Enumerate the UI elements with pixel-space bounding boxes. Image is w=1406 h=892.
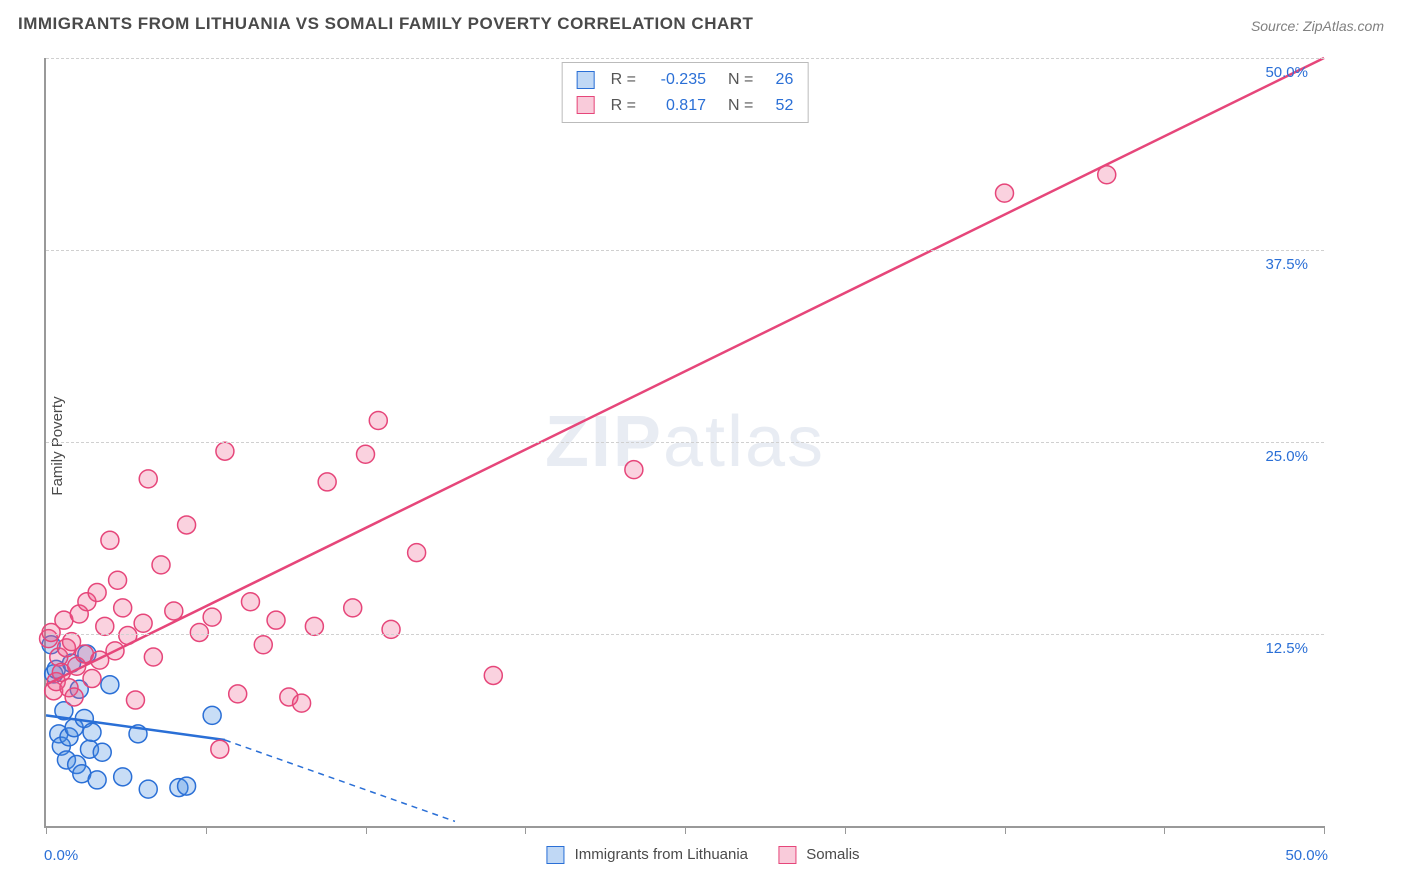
scatter-point [88,771,106,789]
scatter-point [216,442,234,460]
y-tick-label: 37.5% [1265,256,1308,273]
swatch-lithuania [577,71,595,89]
series-legend: Immigrants from Lithuania Somalis [546,846,859,864]
scatter-point [305,617,323,635]
legend-label-lithuania: Immigrants from Lithuania [575,846,748,863]
scatter-point [241,593,259,611]
scatter-point [126,691,144,709]
scatter-point [625,461,643,479]
r-label: R = [611,93,636,119]
scatter-point [83,723,101,741]
legend-row-lithuania: R = -0.235 N = 26 [577,67,794,93]
scatter-point [144,648,162,666]
legend-item-somalis: Somalis [778,846,860,864]
scatter-point [369,411,387,429]
chart-container: IMMIGRANTS FROM LITHUANIA VS SOMALI FAMI… [0,0,1406,892]
scatter-point [178,777,196,795]
scatter-point [203,608,221,626]
scatter-point [344,599,362,617]
scatter-point [190,623,208,641]
r-label: R = [611,67,636,93]
scatter-point [114,768,132,786]
legend-item-lithuania: Immigrants from Lithuania [546,846,748,864]
legend-row-somalis: R = 0.817 N = 52 [577,93,794,119]
scatter-point [484,666,502,684]
scatter-point [357,445,375,463]
scatter-point [114,599,132,617]
scatter-point [318,473,336,491]
scatter-point [254,636,272,654]
scatter-point [152,556,170,574]
swatch-somalis-bottom [778,846,796,864]
chart-title: IMMIGRANTS FROM LITHUANIA VS SOMALI FAMI… [18,14,753,34]
scatter-point [134,614,152,632]
plot-area: R = -0.235 N = 26 R = 0.817 N = 52 ZIPat… [44,58,1324,828]
correlation-legend-box: R = -0.235 N = 26 R = 0.817 N = 52 [562,62,809,123]
n-label: N = [728,93,753,119]
regression-line [46,58,1324,685]
scatter-point [101,531,119,549]
scatter-point [109,571,127,589]
scatter-point [88,584,106,602]
scatter-point [101,676,119,694]
scatter-point [93,743,111,761]
r-value-lithuania: -0.235 [646,67,706,93]
scatter-point [408,544,426,562]
scatter-point [83,670,101,688]
y-tick-label: 50.0% [1265,64,1308,81]
regression-line-dashed [225,740,455,821]
scatter-point [293,694,311,712]
scatter-point [267,611,285,629]
n-value-somalis: 52 [763,93,793,119]
swatch-somalis [577,96,595,114]
x-axis-min-label: 0.0% [44,847,78,864]
scatter-point [139,470,157,488]
swatch-lithuania-bottom [546,846,564,864]
scatter-point [178,516,196,534]
scatter-point [139,780,157,798]
scatter-point [996,184,1014,202]
r-value-somalis: 0.817 [646,93,706,119]
y-tick-label: 12.5% [1265,640,1308,657]
legend-label-somalis: Somalis [806,846,859,863]
scatter-point [96,617,114,635]
scatter-point [165,602,183,620]
source-attribution: Source: ZipAtlas.com [1251,18,1384,34]
scatter-point [382,620,400,638]
scatter-point [65,688,83,706]
scatter-point [229,685,247,703]
scatter-point [211,740,229,758]
n-value-lithuania: 26 [763,67,793,93]
x-axis-max-label: 50.0% [1285,847,1328,864]
scatter-point [203,706,221,724]
n-label: N = [728,67,753,93]
y-tick-label: 25.0% [1265,448,1308,465]
